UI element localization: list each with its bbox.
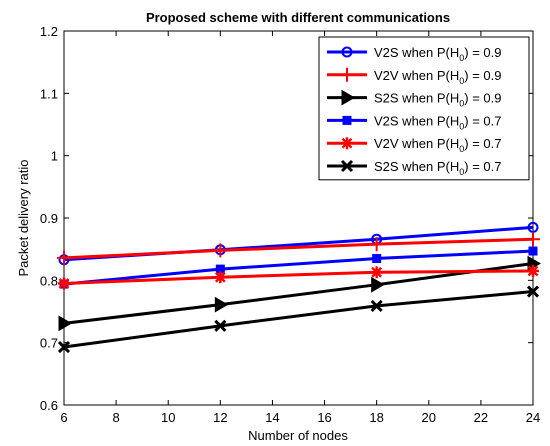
y-tick-label: 1.1 [40,86,58,101]
series-1 [58,221,539,266]
legend-label: V2V when P(H0) = 0.7 [374,136,502,154]
x-tick-label: 10 [161,410,175,425]
data-point [214,271,227,284]
data-point [527,264,539,277]
x-axis-ticks: 6 8 10 12 14 16 18 20 22 24 [60,31,540,425]
legend-item: S2S when P(H0) = 0.7 [327,159,502,177]
data-point [369,237,384,252]
data-point [372,254,382,264]
data-point [370,299,383,312]
series-line [63,269,534,285]
x-tick-label: 22 [474,410,488,425]
series-2 [57,232,540,265]
y-tick-label: 0.8 [40,273,58,288]
legend-item: V2S when P(H0) = 0.9 [327,45,502,63]
data-point [214,296,229,313]
series-3 [58,255,541,332]
y-tick-label: 1 [51,149,58,164]
series-line [63,249,534,286]
legend-label: S2S when P(H0) = 0.7 [374,159,502,177]
data-point [58,277,70,290]
legend-marker [340,67,354,82]
series-6 [57,285,540,354]
y-tick-label: 0.6 [40,398,58,413]
legend-label: S2S when P(H0) = 0.9 [374,91,502,109]
y-tick-label: 0.7 [40,336,58,351]
data-point [371,276,385,293]
data-point [57,250,71,265]
data-point [370,266,383,279]
data-point [527,221,539,233]
data-point [526,232,540,247]
x-tick-label: 6 [60,410,67,425]
chart-title: Proposed scheme with different communica… [146,10,450,25]
data-point [57,340,71,354]
x-tick-label: 24 [526,410,540,425]
x-axis-label: Number of nodes [248,428,348,443]
x-tick-label: 12 [213,410,227,425]
data-point [528,246,538,256]
legend-label: V2V when P(H0) = 0.9 [374,68,502,86]
x-tick-label: 8 [112,410,119,425]
series-5 [58,264,539,290]
legend-item: V2V when P(H0) = 0.9 [327,67,502,86]
series-layer [57,221,541,354]
legend-item: V2S when P(H0) = 0.7 [327,113,502,131]
data-point [213,243,228,258]
legend-marker [341,46,353,58]
data-point [526,285,540,298]
y-axis-ticks: 0.6 0.7 0.8 0.9 1 1.1 1.2 [40,24,533,413]
x-tick-label: 18 [369,410,383,425]
legend-marker [341,89,355,106]
x-tick-label: 20 [422,410,436,425]
y-tick-label: 1.2 [40,24,58,39]
y-axis-label: Packet delivery ratio [16,159,31,276]
legend-marker [340,159,354,173]
data-point [58,315,72,332]
data-point [214,319,227,332]
legend-label: V2S when P(H0) = 0.9 [374,45,502,63]
series-line [63,262,534,325]
legend-label: V2S when P(H0) = 0.7 [374,113,502,131]
y-tick-label: 0.9 [40,211,58,226]
x-tick-label: 14 [265,410,279,425]
legend-marker [341,137,353,150]
x-tick-label: 16 [317,410,331,425]
series-line [63,290,534,349]
legend-item: S2S when P(H0) = 0.9 [327,89,502,109]
series-line [63,237,534,260]
legend-marker [342,115,352,125]
legend-item: V2V when P(H0) = 0.7 [327,136,502,154]
legend: V2S when P(H0) = 0.9 V2V when P(H0) = 0.9… [318,36,530,181]
legend-box [318,36,530,181]
